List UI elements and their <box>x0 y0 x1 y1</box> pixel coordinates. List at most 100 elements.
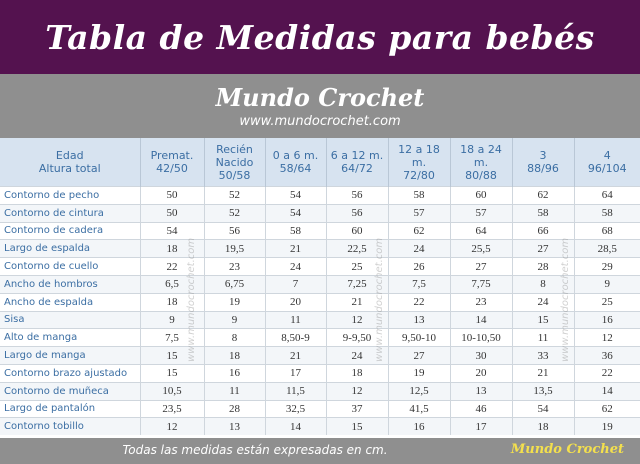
table-row: Contorno brazo ajustado 15 16 17 18 19 20 21 22 <box>0 363 640 383</box>
table-cell: 23 <box>203 257 265 276</box>
table-cell: 18 <box>139 239 204 258</box>
column-header-top: Recién Nacido <box>215 142 254 169</box>
table-cell: 27 <box>449 257 512 276</box>
column-header-top: 3 <box>539 149 547 162</box>
table-cell: 28 <box>511 257 574 276</box>
table-cell: 20 <box>449 363 512 383</box>
column-header-top: 4 <box>603 149 611 162</box>
table-cell: 13 <box>387 310 450 329</box>
row-label: Contorno tobillo <box>0 417 140 436</box>
table-cell: 13,5 <box>511 381 574 401</box>
row-label: Largo de espalda <box>0 239 140 258</box>
table-cell: 24 <box>511 292 574 312</box>
table-cell: 22 <box>573 363 640 383</box>
table-cell: 50 <box>139 186 204 205</box>
watermark-center: www.mundocrochet.com <box>374 237 385 363</box>
table-cell: 21 <box>325 292 388 312</box>
table-cell: 18 <box>203 346 265 365</box>
table-cell: 13 <box>449 381 512 401</box>
footer-note: Todas las medidas están expresadas en cm… <box>122 443 388 457</box>
brand-url: www.mundocrochet.com <box>239 114 401 129</box>
table-cell: 19 <box>203 292 265 312</box>
table-cell: 25 <box>325 257 388 276</box>
watermark-right: www.mundocrochet.com <box>560 237 571 363</box>
row-label: Ancho de hombros <box>0 274 140 294</box>
table-cell: 62 <box>573 399 640 418</box>
table-row: Contorno de cuello 22 23 24 25 26 27 28 29 <box>0 257 640 276</box>
table-cell: 14 <box>264 417 326 436</box>
table-cell: 56 <box>203 221 265 240</box>
table-row: Contorno de muñeca 10,5 11 11,5 12 12,5 13 13,5… <box>0 381 640 401</box>
table-cell: 21 <box>511 363 574 383</box>
table-cell: 36 <box>573 346 640 365</box>
table-cell: 68 <box>573 221 640 240</box>
table-cell: 8,50-9 <box>264 328 326 347</box>
table-cell: 14 <box>573 381 640 401</box>
table-cell: 7,25 <box>325 274 388 294</box>
table-cell: 12 <box>139 417 204 436</box>
table-cell: 66 <box>511 221 574 240</box>
table-cell: 58 <box>264 221 326 240</box>
table-row: Largo de espalda 18 19,5 21 22,5 24 25,5 27 28,5 <box>0 239 640 258</box>
column-header-bottom: 96/104 <box>587 162 627 175</box>
table-cell: 24 <box>387 239 450 258</box>
table-cell: 23 <box>449 292 512 312</box>
table-cell: 12 <box>573 328 640 347</box>
table-cell: 52 <box>203 203 265 223</box>
column-header-top: 0 a 6 m. <box>272 149 319 162</box>
table-cell: 10-10,50 <box>449 328 512 347</box>
table-cell: 64 <box>449 221 512 240</box>
table-cell: 50 <box>139 203 204 223</box>
table-cell: 18 <box>325 363 388 383</box>
table-cell: 23,5 <box>139 399 204 418</box>
table-cell: 56 <box>325 186 388 205</box>
table-cell: 8 <box>203 328 265 347</box>
table-row: Contorno tobillo 12 13 14 15 16 17 18 19 <box>0 417 640 436</box>
row-label: Alto de manga <box>0 328 140 347</box>
table-cell: 22,5 <box>325 239 388 258</box>
table-cell: 9,50-10 <box>387 328 450 347</box>
table-cell: 7,5 <box>139 328 204 347</box>
footer-brand: Mundo Crochet <box>510 442 624 457</box>
table-cell: 27 <box>511 239 574 258</box>
table-cell: 6,5 <box>139 274 204 294</box>
table-cell: 54 <box>139 221 204 240</box>
column-header-top: 6 a 12 m. <box>330 149 384 162</box>
table-cell: 13 <box>203 417 265 436</box>
table-cell: 15 <box>139 346 204 365</box>
table-cell: 22 <box>387 292 450 312</box>
column-header-bottom: 72/80 <box>403 168 435 182</box>
table-cell: 12 <box>325 381 388 401</box>
table-cell: 57 <box>449 203 512 223</box>
table-cell: 58 <box>387 186 450 205</box>
column-header-top: 12 a 18 m. <box>398 142 440 169</box>
table-cell: 58 <box>573 203 640 223</box>
table-cell: 11 <box>511 328 574 347</box>
column-header-top: Edad <box>55 149 84 162</box>
brand-name: Mundo Crochet <box>215 83 425 112</box>
table-cell: 9 <box>573 274 640 294</box>
column-header: 12 a 18 m. 72/80 <box>387 138 450 187</box>
table-cell: 7,5 <box>387 274 450 294</box>
table-cell: 28,5 <box>573 239 640 258</box>
watermark-left: www.mundocrochet.com <box>186 237 197 363</box>
column-header: 3 88/96 <box>511 138 574 187</box>
title-banner: Tabla de Medidas para bebés <box>0 0 640 74</box>
footer-bar: Todas las medidas están expresadas en cm… <box>0 438 640 464</box>
table-cell: 24 <box>264 257 326 276</box>
row-label: Contorno de muñeca <box>0 381 140 401</box>
table-cell: 54 <box>264 186 326 205</box>
table-cell: 11,5 <box>264 381 326 401</box>
table-cell: 16 <box>573 310 640 329</box>
table-cell: 32,5 <box>264 399 326 418</box>
table-cell: 18 <box>511 417 574 436</box>
table-cell: 15 <box>511 310 574 329</box>
table-cell: 19 <box>573 417 640 436</box>
table-body: Contorno de pecho 50 52 54 56 58 60 62 64 Contorn… <box>0 186 640 436</box>
column-header-bottom: Altura total <box>38 162 101 175</box>
table-cell: 30 <box>449 346 512 365</box>
page-title: Tabla de Medidas para bebés <box>45 17 595 57</box>
table-row: Largo de pantalón 23,5 28 32,5 37 41,5 46 54 62 <box>0 399 640 418</box>
column-header: Recién Nacido 50/58 <box>203 138 265 187</box>
